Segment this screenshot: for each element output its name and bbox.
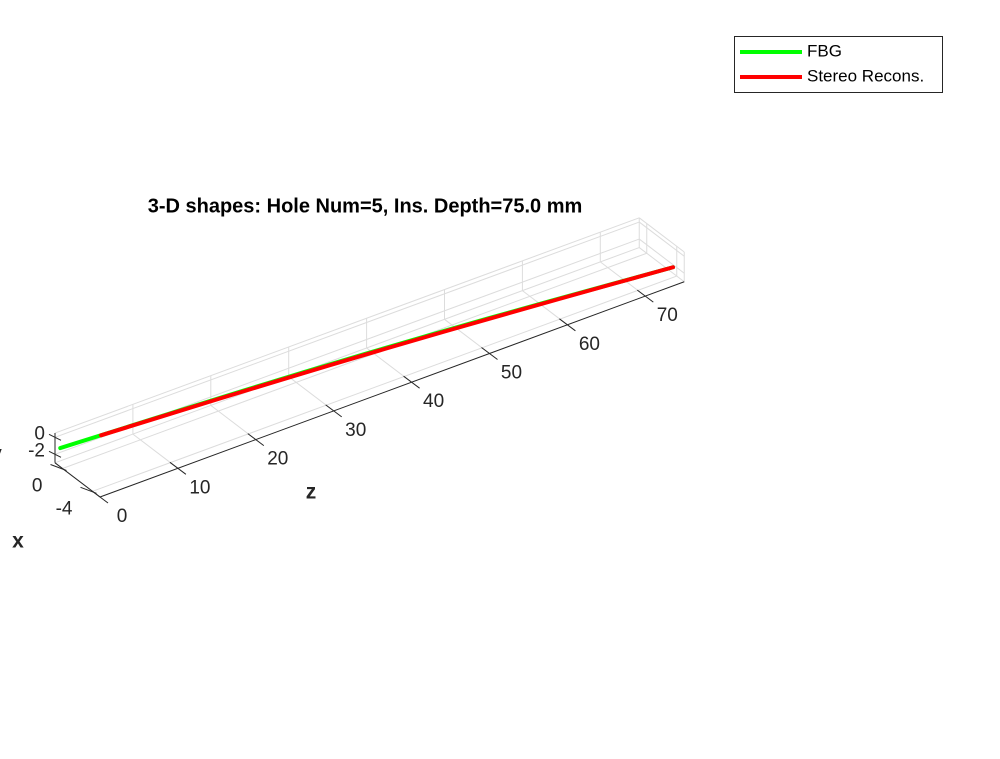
x-tick-label: 0 (32, 476, 43, 497)
grid-line (638, 238, 685, 274)
box-edge (54, 217, 640, 434)
z-tick-label: 60 (579, 334, 600, 355)
grid-line (638, 221, 685, 257)
z-tick-label: 0 (117, 506, 128, 527)
box-edge (54, 247, 640, 464)
z-tick (325, 404, 343, 418)
box-edge (638, 217, 685, 253)
x-axis-label: x (12, 530, 24, 553)
z-tick-label: 40 (423, 391, 444, 412)
z-axis (99, 281, 685, 498)
x-tick (80, 486, 97, 494)
z-tick (247, 433, 265, 447)
y-tick-label: -2 (28, 440, 45, 461)
legend-label: FBG (807, 41, 842, 60)
z-tick-label: 30 (345, 420, 366, 441)
legend-label: Stereo Recons. (807, 66, 924, 85)
y-axis-label: y (0, 443, 2, 466)
x-tick-label: -4 (56, 498, 73, 519)
box-edge (638, 247, 685, 283)
legend: FBG Stereo Recons. (734, 36, 943, 93)
z-tick-label: 20 (267, 449, 288, 470)
z-tick (559, 318, 576, 332)
z-axis-label: z (306, 481, 317, 504)
grid-line (54, 221, 640, 438)
legend-box (734, 36, 943, 93)
z-tick (636, 289, 654, 303)
z-tick-label: 10 (189, 477, 210, 498)
series-line (99, 265, 675, 438)
chart-title: 3-D shapes: Hole Num=5, Ins. Depth=75.0 … (148, 195, 583, 217)
z-tick (169, 461, 187, 475)
z-tick (481, 347, 498, 360)
z-tick-label: 70 (657, 305, 678, 326)
x-tick (50, 464, 67, 471)
y-tick (48, 433, 62, 441)
y-tick (48, 450, 62, 458)
z-tick-label: 50 (501, 363, 522, 384)
grid-line (92, 275, 677, 492)
grid-line (62, 252, 647, 469)
z-tick (403, 375, 420, 389)
y-tick-label: 0 (34, 423, 45, 444)
